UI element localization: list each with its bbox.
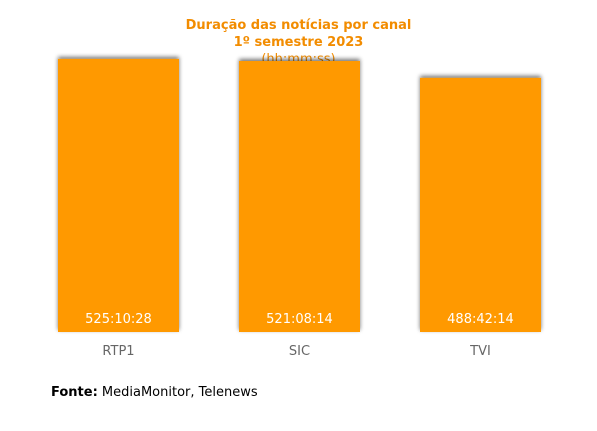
source-text: MediaMonitor, Telenews	[101, 385, 258, 400]
data-label-rtp1: 525:10:28	[85, 312, 152, 327]
chart-title: Duração das notícias por canal	[185, 18, 412, 33]
source-label: Fonte:	[51, 385, 98, 400]
x-tick-label-rtp1: RTP1	[102, 344, 134, 359]
data-label-tvi: 488:42:14	[447, 312, 514, 327]
source-footer: Fonte: MediaMonitor, Telenews	[51, 385, 258, 400]
data-label-sic: 521:08:14	[266, 312, 333, 327]
bars-layer: 525:10:28 RTP1 521:08:14 SIC 488:42:14 TVI	[58, 58, 541, 359]
x-tick-label-tvi: TVI	[469, 344, 491, 359]
bar-sic	[239, 61, 360, 332]
bar-rtp1	[58, 58, 179, 333]
chart-subtitle: 1º semestre 2023	[233, 35, 364, 50]
x-tick-label-sic: SIC	[289, 344, 310, 359]
bar-tvi	[420, 77, 541, 333]
